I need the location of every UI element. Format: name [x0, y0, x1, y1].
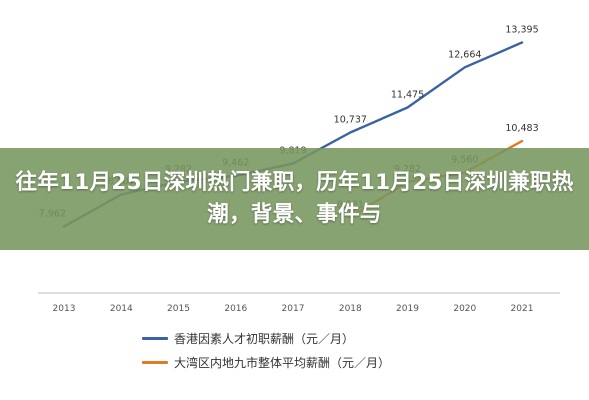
- x-tick-labels-group: 2013 2014 2015 2016 2017 2018 2019 2020 2021: [53, 304, 534, 314]
- x-tick-label-2014: 2014: [110, 304, 133, 314]
- data-label-series-1-2018: 10,737: [334, 115, 367, 126]
- x-tick-label-2016: 2016: [224, 304, 247, 314]
- title-banner: 往年11月25日深圳热门兼职，历年11月25日深圳兼职热潮，背景、事件与: [0, 148, 589, 250]
- data-label-series-1-2019: 11,475: [391, 90, 424, 101]
- legend-item-series-2: 大湾区内地九市整体平均薪酬（元／月）: [142, 352, 542, 372]
- data-label-series-2-2021: 10,483: [505, 123, 538, 134]
- page-title: 往年11月25日深圳热门兼职，历年11月25日深圳兼职热潮，背景、事件与: [15, 170, 574, 227]
- x-tick-label-2017: 2017: [282, 304, 305, 314]
- x-tick-label-2015: 2015: [167, 304, 190, 314]
- data-label-series-1-2021: 13,395: [505, 25, 538, 36]
- legend-swatch-series-1: [142, 336, 168, 340]
- legend-label-series-2: 大湾区内地九市整体平均薪酬（元／月）: [174, 355, 391, 370]
- x-tick-label-2013: 2013: [53, 304, 76, 314]
- data-label-series-1-2020: 12,664: [448, 49, 481, 60]
- x-tick-label-2018: 2018: [339, 304, 362, 314]
- legend-label-series-1: 香港因素人才初职薪酬（元／月）: [174, 331, 355, 346]
- legend-swatch-series-2: [142, 360, 168, 364]
- legend: 香港因素人才初职薪酬（元／月） 大湾区内地九市整体平均薪酬（元／月）: [142, 328, 542, 376]
- x-tick-label-2019: 2019: [396, 304, 419, 314]
- x-tick-label-2021: 2021: [511, 304, 534, 314]
- x-tick-label-2020: 2020: [453, 304, 476, 314]
- legend-item-series-1: 香港因素人才初职薪酬（元／月）: [142, 328, 542, 348]
